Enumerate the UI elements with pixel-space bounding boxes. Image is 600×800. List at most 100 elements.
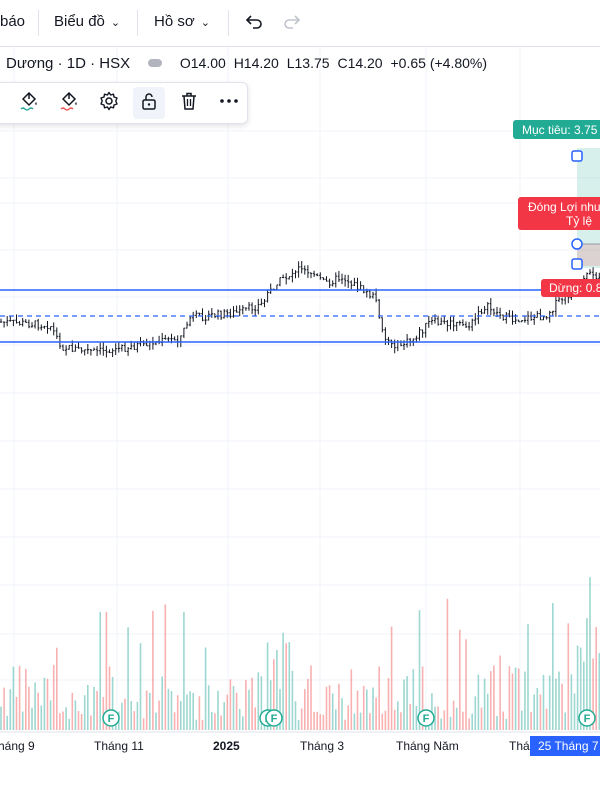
close-profit-badge	[518, 197, 600, 230]
volume-bar	[511, 673, 514, 730]
volume-bar	[443, 710, 446, 730]
volume-bar	[49, 700, 52, 730]
candle	[520, 320, 523, 323]
volume-bar	[257, 672, 260, 730]
symbol-name[interactable]: Dương · 1D · HSX	[6, 55, 131, 72]
volume-bar	[576, 645, 579, 730]
volume-bar	[226, 694, 229, 730]
candle	[322, 277, 325, 281]
candle	[328, 278, 331, 289]
candle	[68, 344, 71, 350]
more-button[interactable]	[213, 87, 245, 119]
volume-bar	[56, 647, 58, 730]
candle	[297, 261, 300, 278]
candle	[133, 342, 136, 350]
volume-bar	[589, 577, 591, 730]
volume-bar	[595, 627, 597, 730]
volume-bar	[235, 692, 238, 730]
candle	[545, 316, 548, 320]
volume-bar	[465, 639, 467, 730]
candle	[446, 319, 449, 332]
volume-bar	[356, 690, 359, 730]
volume-bar	[77, 710, 80, 730]
candle	[436, 315, 440, 326]
candle	[182, 327, 186, 339]
volume-bar	[276, 649, 278, 730]
alerts-button[interactable]: báo	[0, 13, 26, 30]
candle	[52, 322, 55, 336]
candle	[244, 307, 248, 311]
volume-bar	[37, 692, 39, 730]
line-color-button[interactable]	[53, 87, 85, 119]
volume-bar	[9, 689, 12, 730]
candle	[319, 272, 322, 280]
volume-bar	[384, 710, 387, 730]
lock-toggle-button[interactable]	[133, 87, 165, 119]
drawing-toolbar	[0, 82, 248, 124]
volume-bar	[294, 701, 297, 730]
volume-bar	[204, 647, 207, 730]
earnings-marker-label: F	[584, 713, 591, 725]
drag-handle	[571, 150, 583, 162]
volume-bar	[328, 685, 331, 730]
volume-bar	[372, 687, 374, 730]
candle	[548, 310, 551, 323]
candle	[480, 308, 483, 315]
volume-bar	[502, 711, 504, 730]
volume-bar	[139, 643, 142, 730]
candle	[483, 305, 486, 314]
candle	[102, 342, 105, 356]
volume-bar	[207, 685, 210, 730]
candle	[285, 273, 288, 285]
candle	[331, 280, 334, 287]
volume-bar	[158, 700, 160, 730]
candle	[591, 267, 595, 281]
candle	[55, 327, 58, 339]
candle	[359, 281, 362, 291]
candle	[443, 315, 446, 325]
chart-grid	[0, 47, 600, 732]
candle	[58, 332, 62, 349]
settings-button[interactable]	[93, 87, 125, 119]
candle	[164, 334, 167, 340]
volume-bar	[43, 677, 46, 730]
candle	[455, 321, 458, 332]
volume-bar	[96, 690, 98, 730]
candle	[27, 319, 31, 329]
candle	[269, 283, 272, 294]
volume-bar	[530, 711, 532, 730]
paint-bucket-icon	[18, 90, 40, 117]
volume-bar	[217, 690, 219, 730]
earnings-icon: F	[102, 709, 120, 727]
candle	[337, 270, 341, 282]
candle	[151, 336, 155, 350]
volume-bar	[266, 642, 269, 730]
redo-icon[interactable]	[282, 12, 302, 37]
volume-bar	[378, 666, 380, 730]
chart-menu-button[interactable]: Biểu đồ ⌄	[54, 13, 120, 30]
candle	[247, 301, 251, 311]
fill-color-button[interactable]	[13, 87, 45, 119]
undo-icon[interactable]	[244, 12, 264, 37]
profile-menu-button[interactable]: Hồ sơ ⌄	[154, 13, 210, 30]
delete-button[interactable]	[173, 87, 205, 119]
candle	[281, 274, 285, 279]
candle	[185, 321, 189, 329]
volume-bar	[149, 692, 151, 730]
candle	[291, 268, 294, 283]
earnings-marker-circle	[578, 709, 596, 727]
volume-bar	[152, 610, 154, 730]
candle	[517, 319, 520, 323]
volume-bar	[552, 603, 554, 730]
volume-bar	[6, 715, 8, 730]
candle	[294, 270, 297, 279]
candle	[266, 289, 269, 303]
volume-bar	[322, 714, 325, 730]
candle	[526, 311, 530, 325]
candle	[173, 336, 176, 341]
volume-bar	[232, 686, 235, 730]
candle	[223, 309, 226, 319]
volume-bar	[214, 713, 216, 730]
volume-bar	[248, 689, 250, 730]
